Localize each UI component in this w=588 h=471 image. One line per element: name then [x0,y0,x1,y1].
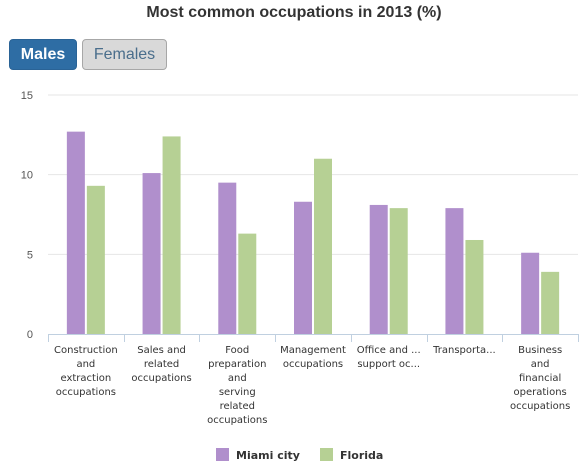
x-tick-label: Food preparation and serving related occupati… [207,345,267,426]
x-axis [48,334,579,342]
bar[interactable] [465,239,484,334]
bars [66,131,560,334]
bar[interactable] [314,158,332,334]
bar[interactable] [294,201,312,334]
males-tab[interactable]: Males [9,39,77,70]
legend-label[interactable]: Miami city [236,449,300,462]
y-tick-label: 0 [27,329,33,341]
x-tick-label: Business and financial operations occupation… [510,345,570,412]
y-tick-label: 10 [21,170,33,182]
y-tick-label: 5 [27,249,33,261]
chart-title: Most common occupations in 2013 (%) [146,4,442,21]
bar[interactable] [238,233,257,334]
bar[interactable] [445,208,464,334]
bar[interactable] [142,173,161,334]
legend-swatch[interactable] [216,448,229,461]
category-labels: Construction and extraction occupations Sale… [54,345,570,426]
x-tick-label: Construction and extraction occupations [54,345,118,398]
legend-swatch[interactable] [320,448,333,461]
x-tick-label: Sales and related occupations [131,345,191,384]
bar[interactable] [218,182,237,334]
legend-label[interactable]: Florida [340,449,383,462]
x-tick-label: Office and ... support oc... [357,345,421,370]
bar[interactable] [66,131,85,334]
bar[interactable] [86,185,105,334]
grid-lines [48,94,578,255]
y-tick-label: 15 [21,90,33,102]
females-tab[interactable]: Females [82,39,167,70]
x-tick-label: Transporta... [432,345,496,356]
bar[interactable] [389,208,408,334]
y-axis-ticks: 0 5 10 15 [21,90,33,341]
x-tick-label: Management occupations [280,345,346,370]
bar[interactable] [541,271,560,334]
legend[interactable]: Miami city Florida [216,448,383,462]
bar[interactable] [369,204,388,334]
bar[interactable] [162,136,181,334]
bar[interactable] [521,252,540,334]
